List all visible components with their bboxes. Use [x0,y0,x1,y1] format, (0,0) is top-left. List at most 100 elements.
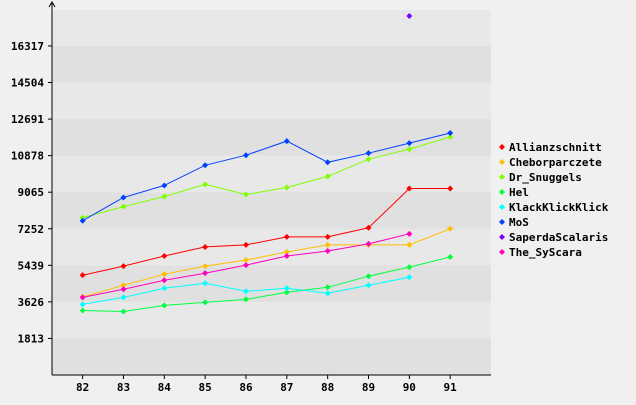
x-tick-label: 90 [403,381,416,394]
grid-band [52,155,491,193]
data-point-cheborparczete [406,241,413,248]
legend-marker-saperdascalaris [499,234,505,240]
data-point-hel [79,307,86,314]
series-line-mos [82,132,451,222]
data-point-cheborparczete [242,257,249,264]
series-line-hel [82,256,451,313]
data-point-the-syscara [406,230,413,237]
data-point-allianzschnitt [365,224,372,231]
data-point-hel [447,254,454,261]
series-points [79,13,454,315]
legend-label-klackklickklick: KlackKlickKlick [509,201,609,214]
grid-band [52,338,491,375]
y-tick-label: 7252 [18,223,45,236]
legend-label-cheborparczete: Cheborparczete [509,156,602,169]
data-point-allianzschnitt [406,185,413,192]
y-tick-label: 10878 [11,150,44,163]
data-point-mos [79,217,86,224]
data-point-dr-snuggels [447,134,454,141]
legend: Allianzschnitt Cheborparczete Dr_Snuggels H… [499,141,609,259]
x-tick-label: 91 [444,381,458,394]
data-point-mos [365,150,372,157]
series-line-allianzschnitt [82,188,451,276]
data-point-hel [242,296,249,303]
y-tick-label: 9065 [18,186,45,199]
legend-marker-the-syscara [499,249,505,255]
x-tick-label: 83 [117,381,130,394]
data-point-allianzschnitt [120,263,127,270]
data-point-dr-snuggels [120,203,127,210]
data-point-cheborparczete [283,248,290,255]
grid-band [52,265,491,302]
legend-marker-cheborparczete [499,159,505,165]
data-point-klackklickklick [120,294,127,301]
data-point-the-syscara [161,277,168,284]
data-point-hel [365,273,372,280]
legend-label-dr-snuggels: Dr_Snuggels [509,171,582,184]
data-point-allianzschnitt [202,243,209,250]
data-point-allianzschnitt [447,185,454,192]
legend-label-saperdascalaris: SaperdaScalaris [509,231,608,244]
data-point-klackklickklick [79,301,86,308]
axes [48,1,491,376]
data-point-dr-snuggels [242,191,249,198]
legend-label-allianzschnitt: Allianzschnitt [509,141,602,154]
data-point-allianzschnitt [79,272,86,279]
data-point-allianzschnitt [161,253,168,260]
grid-band [52,192,491,229]
data-point-dr-snuggels [283,184,290,191]
grid-band [52,45,491,83]
data-point-the-syscara [202,270,209,277]
data-point-klackklickklick [283,285,290,292]
data-point-dr-snuggels [79,214,86,221]
data-point-dr-snuggels [202,181,209,188]
legend-label-mos: MoS [509,216,529,229]
grid-band [52,301,491,339]
data-point-hel [283,289,290,296]
data-point-klackklickklick [242,288,249,295]
data-point-the-syscara [120,286,127,293]
data-point-the-syscara [283,253,290,260]
legend-marker-klackklickklick [499,204,505,210]
y-tick-label: 5439 [18,259,45,272]
data-point-mos [447,130,454,137]
legend-marker-dr-snuggels [499,174,505,180]
data-point-hel [202,299,209,306]
legend-marker-allianzschnitt [499,144,505,150]
x-tick-label: 84 [158,381,172,394]
background-bands [52,10,491,375]
y-tick-label: 1813 [18,332,45,345]
data-point-klackklickklick [365,282,372,289]
data-point-hel [120,308,127,315]
data-point-the-syscara [242,262,249,269]
y-tick-label: 14504 [11,77,44,90]
data-point-hel [324,284,331,291]
data-point-mos [406,140,413,147]
data-point-allianzschnitt [283,233,290,240]
data-point-dr-snuggels [406,146,413,153]
legend-marker-hel [499,189,505,195]
legend-marker-mos [499,219,505,225]
data-point-dr-snuggels [161,193,168,200]
y-tick-label: 12691 [11,113,44,126]
legend-label-the-syscara: The_SyScara [509,246,582,259]
data-point-cheborparczete [161,271,168,278]
data-point-klackklickklick [406,274,413,281]
data-point-allianzschnitt [242,241,249,248]
x-axis-ticks: 82 83 84 85 86 87 88 89 90 91 [76,375,457,394]
grid-band [52,82,491,120]
series-line-dr-snuggels [82,136,451,219]
grid-band [52,119,491,156]
data-point-cheborparczete [447,225,454,232]
data-point-dr-snuggels [324,173,331,180]
data-point-dr-snuggels [365,156,372,163]
data-point-mos [161,182,168,189]
x-tick-label: 86 [239,381,253,394]
data-point-mos [242,152,249,159]
data-point-allianzschnitt [324,233,331,240]
x-tick-label: 85 [199,381,212,394]
data-point-klackklickklick [161,285,168,292]
y-tick-label: 3626 [18,296,45,309]
